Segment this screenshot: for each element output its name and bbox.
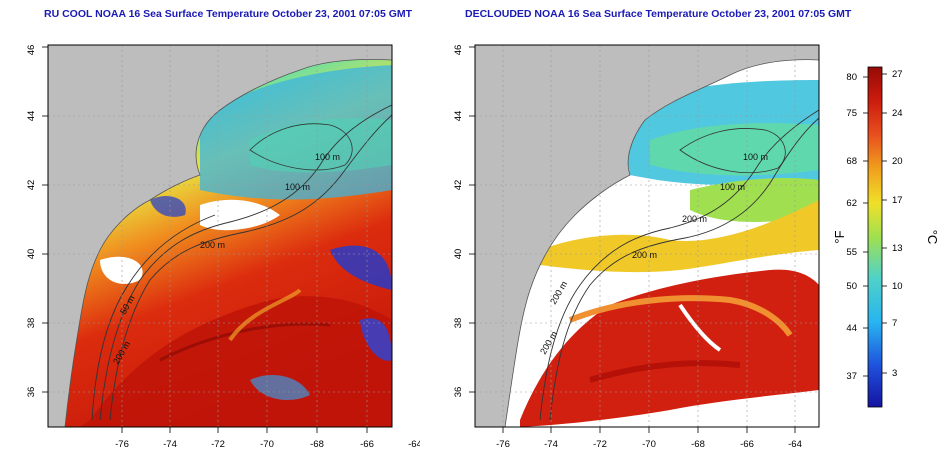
- celsius-tick: 13: [892, 243, 903, 254]
- contour-100m: [99, 104, 392, 421]
- temperature-colorbar: 80 75 68 62 55 50 44 37 27 24 20 17 13 1…: [832, 66, 940, 408]
- celsius-tick: 10: [892, 281, 903, 292]
- y-tick-label: 38: [453, 318, 464, 329]
- x-tick-label: -66: [740, 439, 754, 450]
- y-tick-label: 46: [453, 45, 464, 56]
- contour-label: 100 m: [743, 152, 768, 162]
- grid-lines: [48, 45, 392, 427]
- y-tick-label: 36: [26, 387, 37, 398]
- y-tick-label: 40: [453, 249, 464, 260]
- warm-water: [520, 269, 819, 427]
- x-tick-label: -76: [115, 439, 129, 450]
- fahrenheit-tick: 75: [846, 108, 857, 119]
- contour-label: 200 m: [632, 250, 657, 260]
- land-mass: [48, 45, 392, 427]
- contour-label: 100 m: [315, 152, 340, 162]
- x-tick-label: -64: [788, 439, 802, 450]
- left-sst-map: 100 m 100 m 200 m 200 m 50 m -76 -74 -72…: [26, 44, 420, 450]
- x-tick-label: -68: [310, 439, 324, 450]
- fahrenheit-tick: 68: [846, 156, 857, 167]
- x-tick-label: -68: [691, 439, 705, 450]
- grid-lines: [475, 45, 819, 427]
- y-tick-label: 44: [453, 111, 464, 122]
- y-tick-label: 42: [453, 180, 464, 191]
- celsius-tick: 17: [892, 195, 903, 206]
- celsius-tick: 7: [892, 318, 897, 329]
- right-sst-map: 100 m 100 m 200 m 200 m 200 m 200 m -76 …: [453, 44, 820, 450]
- contour-50m: [91, 214, 216, 421]
- fahrenheit-tick: 55: [846, 247, 857, 258]
- celsius-label: °C: [925, 230, 940, 245]
- colorbar-gradient: [867, 66, 883, 408]
- celsius-tick: 3: [892, 368, 897, 379]
- x-tick-label: -74: [163, 439, 177, 450]
- x-tick-label: -72: [211, 439, 225, 450]
- contour-label: 200 m: [200, 240, 225, 250]
- y-tick-label: 38: [26, 318, 37, 329]
- y-tick-label: 46: [26, 45, 37, 56]
- contour-200m: [109, 114, 392, 421]
- y-axis: 36 38 40 42 44 46: [26, 45, 37, 398]
- fahrenheit-tick: 44: [846, 323, 857, 334]
- x-axis: -76 -74 -72 -70 -68 -66 -64: [496, 439, 802, 450]
- fahrenheit-label: °F: [832, 230, 847, 243]
- fahrenheit-tick: 62: [846, 198, 857, 209]
- map-frame: [47, 44, 393, 428]
- land-mass: [475, 45, 819, 427]
- x-axis: -76 -74 -72 -70 -68 -66 -64: [115, 439, 420, 450]
- celsius-tick: 24: [892, 108, 903, 119]
- x-tick-label: -72: [593, 439, 607, 450]
- contour-label: 100 m: [720, 182, 745, 192]
- contour-100m: [539, 109, 819, 421]
- fahrenheit-tick: 37: [846, 371, 857, 382]
- y-axis: 36 38 40 42 44 46: [453, 45, 464, 398]
- y-tick-label: 36: [453, 387, 464, 398]
- fahrenheit-tick: 50: [846, 281, 857, 292]
- y-tick-label: 44: [26, 111, 37, 122]
- x-tick-label: -70: [642, 439, 656, 450]
- x-tick-label: -64: [408, 439, 420, 450]
- x-tick-label: -70: [260, 439, 274, 450]
- celsius-tick: 20: [892, 156, 903, 167]
- contour-label: 200 m: [682, 214, 707, 224]
- x-tick-label: -76: [496, 439, 510, 450]
- left-panel-title: RU COOL NOAA 16 Sea Surface Temperature …: [44, 8, 413, 20]
- y-tick-label: 40: [26, 249, 37, 260]
- y-tick-label: 42: [26, 180, 37, 191]
- celsius-tick: 27: [892, 69, 903, 80]
- fahrenheit-tick: 80: [846, 72, 857, 83]
- contour-label: 100 m: [285, 182, 310, 192]
- map-frame: [474, 44, 820, 428]
- right-panel-title: DECLOUDED NOAA 16 Sea Surface Temperatur…: [465, 8, 852, 20]
- x-tick-label: -66: [360, 439, 374, 450]
- x-tick-label: -74: [544, 439, 558, 450]
